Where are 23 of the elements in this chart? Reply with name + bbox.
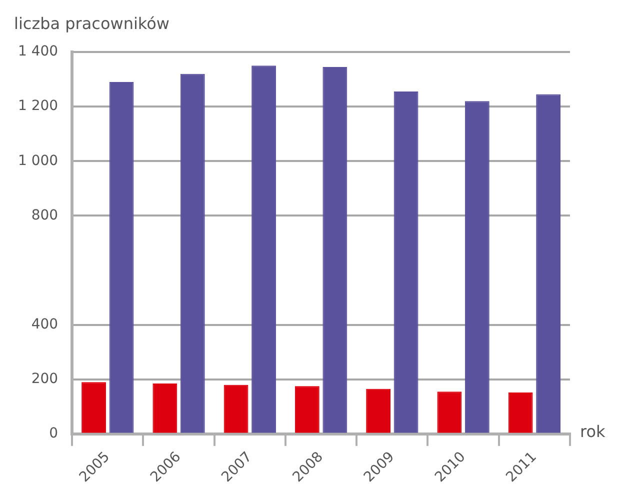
y-tick-label: 0 [49,426,58,442]
bar [508,392,533,433]
y-tick-label: 400 [31,316,58,332]
bar [366,388,391,433]
bar [437,392,462,433]
bar [322,67,348,433]
x-axis-title: rok [580,422,606,441]
y-tick-label: 1 200 [18,98,58,114]
bar [180,74,205,433]
bar [109,82,134,433]
y-tick-label: 1 400 [18,44,58,60]
bar [224,384,248,433]
bar [82,382,106,433]
bar [394,92,418,433]
bar [464,101,490,433]
bar [152,383,178,433]
bar [294,386,320,433]
y-tick-label: 800 [31,207,58,224]
y-tick-label: 1 000 [18,152,58,169]
bar [536,94,561,433]
y-axis-title: liczba pracowników [14,14,170,33]
bar [252,66,276,433]
y-tick-label: 200 [31,371,58,388]
